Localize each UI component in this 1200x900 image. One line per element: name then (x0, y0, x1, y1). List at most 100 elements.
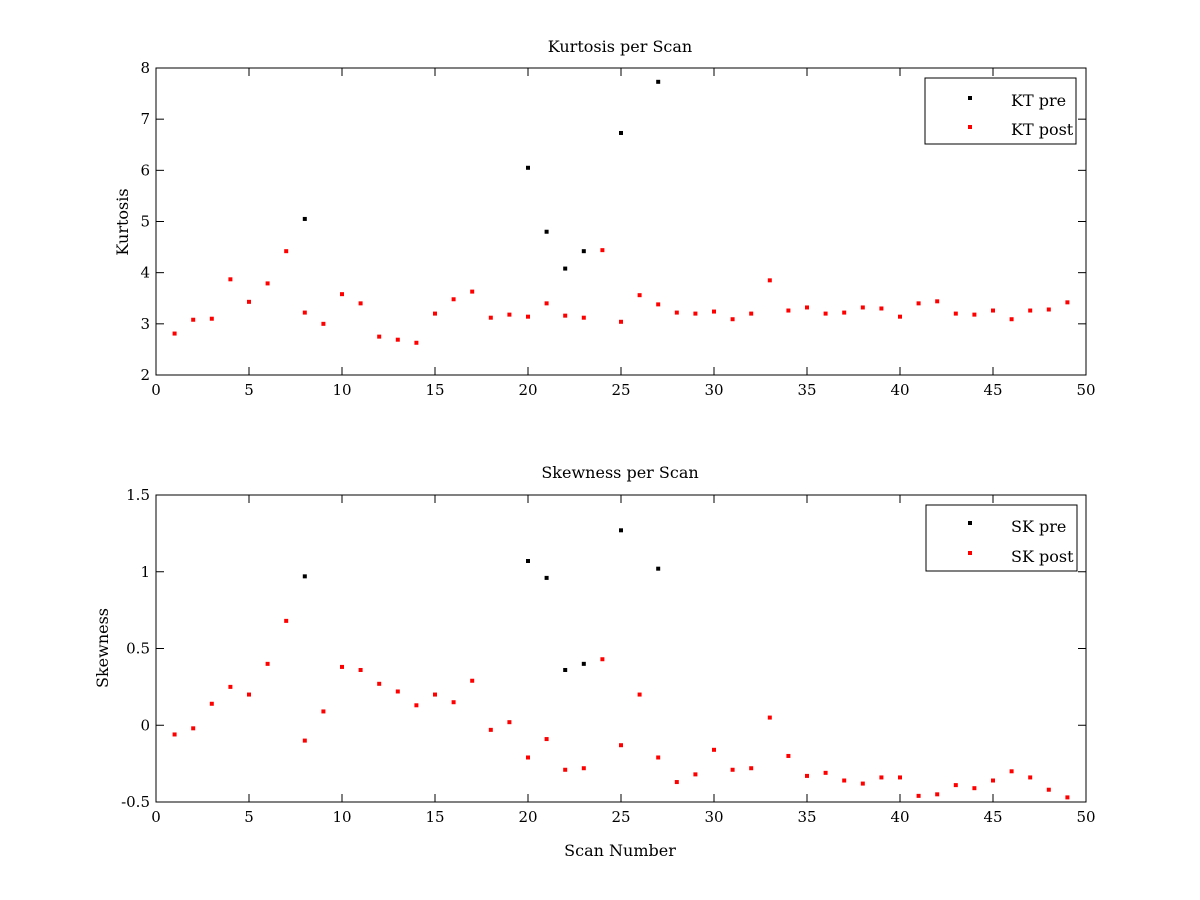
y-axis-label: Skewness (93, 608, 112, 688)
data-point-post (340, 664, 344, 669)
y-tick-label: 0 (140, 716, 150, 734)
x-tick-label: 40 (890, 808, 909, 826)
data-point-post (842, 778, 847, 783)
plot-area-frame (155, 67, 1087, 376)
data-point-post (470, 678, 475, 683)
data-point-pre (656, 79, 661, 84)
x-tick-label: 5 (244, 381, 254, 399)
x-tick-label: 35 (797, 808, 816, 826)
data-point-post (786, 308, 791, 313)
legend-label-pre: SK pre (1011, 517, 1066, 536)
data-point-post (1065, 795, 1070, 800)
data-point-post (488, 727, 493, 732)
data-point-post (284, 249, 289, 254)
data-point-post (1028, 775, 1033, 780)
data-point-post (544, 301, 549, 306)
data-point-post (879, 775, 884, 780)
data-point-pre (526, 165, 530, 170)
x-tick-label: 10 (332, 381, 351, 399)
data-points (172, 79, 1070, 345)
data-point-post (265, 661, 270, 666)
y-tick-label: 3 (140, 315, 150, 333)
data-point-post (433, 692, 437, 697)
x-tick-label: 50 (1076, 381, 1095, 399)
data-point-post (712, 309, 716, 314)
legend: SK pre SK post (925, 504, 1078, 572)
x-tick-label: 0 (151, 808, 161, 826)
data-point-post (247, 692, 251, 697)
plot-area-frame (155, 494, 1087, 803)
data-point-post (191, 317, 196, 322)
data-point-post (749, 766, 754, 771)
data-point-post (600, 248, 605, 253)
data-point-post (656, 302, 661, 307)
data-point-post (898, 314, 902, 319)
data-point-post (991, 308, 995, 313)
x-tick-label: 40 (890, 381, 909, 399)
data-point-post (451, 297, 456, 302)
data-point-post (1046, 307, 1051, 312)
axis-ticks: 0 5 10 15 20 25 30 35 40 45 50-0.500.511.5 (121, 486, 1095, 826)
data-point-post (228, 684, 233, 689)
data-point-post (935, 299, 940, 304)
x-tick-label: 15 (425, 381, 444, 399)
data-point-post (637, 692, 642, 697)
y-axis-label: Kurtosis (113, 188, 132, 255)
x-tick-label: 30 (704, 808, 723, 826)
data-point-post (581, 766, 586, 771)
data-point-post (321, 321, 326, 326)
data-point-post (1009, 769, 1014, 774)
data-point-post (749, 311, 754, 316)
data-point-post (209, 701, 214, 706)
y-tick-label: 7 (140, 110, 150, 128)
data-point-post (544, 737, 549, 742)
data-point-post (786, 753, 791, 758)
data-points (172, 528, 1070, 800)
legend-box (925, 504, 1078, 572)
data-point-post (991, 778, 995, 783)
data-point-post (433, 311, 437, 316)
legend-label-post: SK post (1011, 547, 1074, 566)
data-point-post (619, 319, 623, 324)
y-tick-label: 2 (140, 366, 150, 384)
x-tick-label: 15 (425, 808, 444, 826)
data-point-post (674, 780, 679, 785)
data-point-post (823, 311, 828, 316)
data-point-pre (619, 528, 623, 533)
data-point-post (898, 775, 902, 780)
x-tick-label: 20 (518, 808, 537, 826)
data-point-post (191, 726, 196, 731)
x-tick-label: 35 (797, 381, 816, 399)
y-tick-label: 0.5 (126, 640, 150, 658)
data-point-post (693, 311, 698, 316)
data-point-post (656, 755, 661, 760)
data-point-post (805, 305, 809, 310)
x-tick-label: 50 (1076, 808, 1095, 826)
data-point-pre (563, 667, 568, 672)
data-point-post (1009, 317, 1014, 322)
legend-box (924, 77, 1077, 145)
x-axis-label: Scan Number (564, 841, 676, 860)
data-point-post (302, 310, 307, 315)
y-tick-label: 1.5 (126, 486, 150, 504)
data-point-post (600, 657, 605, 662)
data-point-post (953, 783, 958, 788)
data-point-post (842, 310, 847, 315)
data-point-post (637, 293, 642, 298)
x-tick-label: 25 (611, 381, 630, 399)
data-point-pre (563, 266, 568, 271)
data-point-post (247, 299, 251, 304)
data-point-pre (544, 229, 549, 234)
x-tick-label: 20 (518, 381, 537, 399)
x-tick-label: 25 (611, 808, 630, 826)
data-point-post (1046, 787, 1051, 792)
legend-label-pre: KT pre (1011, 91, 1066, 110)
skewness-chart: Skewness per Scan Skewness Scan Number 0… (93, 463, 1096, 860)
kurtosis-chart: Kurtosis per Scan Kurtosis 0 5 10 15 20 25 30 3… (113, 37, 1096, 399)
data-point-post (302, 738, 307, 743)
data-point-post (209, 316, 214, 321)
x-tick-label: 5 (244, 808, 254, 826)
data-point-pre (619, 130, 623, 135)
